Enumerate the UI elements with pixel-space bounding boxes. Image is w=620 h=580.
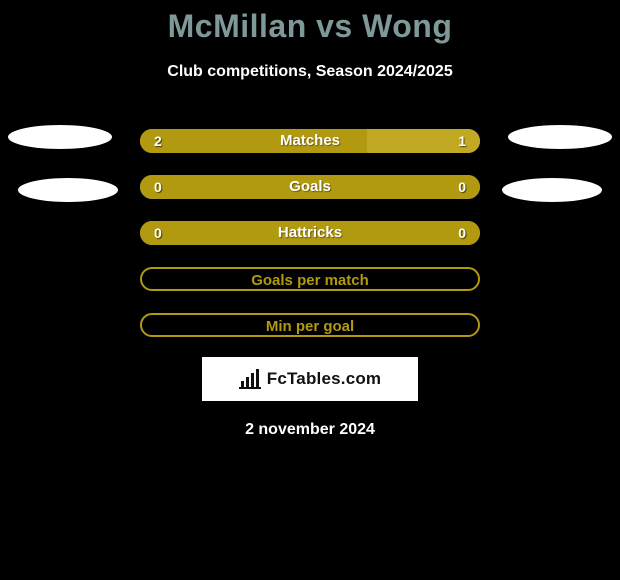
stat-left-value: 0 xyxy=(154,221,162,245)
stat-row: Goals per match xyxy=(0,267,620,291)
brand-box: FcTables.com xyxy=(202,357,418,401)
page-title: McMillan vs Wong xyxy=(0,8,620,45)
stat-row: Matches21 xyxy=(0,129,620,153)
stat-right-value: 1 xyxy=(458,129,466,153)
subtitle: Club competitions, Season 2024/2025 xyxy=(0,63,620,81)
stat-row: Hattricks00 xyxy=(0,221,620,245)
stat-bar-left-fill xyxy=(140,221,310,245)
stat-label: Min per goal xyxy=(142,315,478,339)
stat-row: Min per goal xyxy=(0,313,620,337)
stat-right-value: 0 xyxy=(458,175,466,199)
date-line: 2 november 2024 xyxy=(0,421,620,439)
stat-bar-empty: Goals per match xyxy=(140,267,480,291)
stat-left-value: 2 xyxy=(154,129,162,153)
brand-text: FcTables.com xyxy=(267,369,382,389)
stat-label: Goals per match xyxy=(142,269,478,293)
stat-row: Goals00 xyxy=(0,175,620,199)
stat-bar: Goals00 xyxy=(140,175,480,199)
stat-bar-right-fill xyxy=(310,175,480,199)
stat-bar-left-fill xyxy=(140,175,310,199)
stat-bar-right-fill xyxy=(310,221,480,245)
stat-left-value: 0 xyxy=(154,175,162,199)
stat-bar: Hattricks00 xyxy=(140,221,480,245)
chart-icon xyxy=(239,369,261,389)
stat-right-value: 0 xyxy=(458,221,466,245)
stat-bar: Matches21 xyxy=(140,129,480,153)
stat-bar-left-fill xyxy=(140,129,367,153)
stat-bar-empty: Min per goal xyxy=(140,313,480,337)
stat-rows: Matches21Goals00Hattricks00Goals per mat… xyxy=(0,129,620,337)
